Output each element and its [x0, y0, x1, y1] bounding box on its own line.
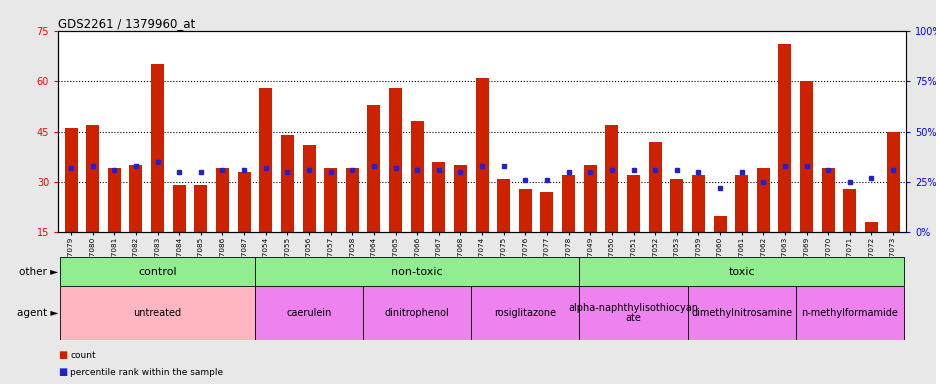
Text: control: control — [139, 266, 177, 277]
Bar — [605, 125, 618, 283]
Bar — [735, 175, 747, 283]
Bar — [453, 165, 466, 283]
Text: non-toxic: non-toxic — [391, 266, 443, 277]
Text: other ►: other ► — [19, 266, 58, 277]
Text: rosiglitazone: rosiglitazone — [494, 308, 556, 318]
Bar — [410, 121, 423, 283]
Bar — [194, 185, 207, 283]
Bar — [562, 175, 575, 283]
Bar — [540, 192, 553, 283]
Bar — [216, 169, 228, 283]
Bar — [65, 128, 78, 283]
Bar — [799, 81, 812, 283]
Bar — [151, 64, 164, 283]
Bar — [648, 142, 661, 283]
Bar — [519, 189, 532, 283]
Bar — [821, 169, 834, 283]
Bar — [172, 185, 185, 283]
Text: dimethylnitrosamine: dimethylnitrosamine — [691, 308, 792, 318]
Bar — [367, 104, 380, 283]
Text: percentile rank within the sample: percentile rank within the sample — [70, 368, 223, 377]
Bar — [687, 286, 795, 340]
Text: caerulein: caerulein — [286, 308, 331, 318]
Bar — [60, 286, 255, 340]
Bar — [471, 286, 578, 340]
Bar — [713, 215, 725, 283]
Bar — [669, 179, 682, 283]
Text: GDS2261 / 1379960_at: GDS2261 / 1379960_at — [58, 17, 195, 30]
Bar — [238, 172, 250, 283]
Bar — [756, 169, 769, 283]
Text: alpha-naphthylisothiocyan
ate: alpha-naphthylisothiocyan ate — [568, 303, 697, 323]
Bar — [281, 135, 294, 283]
Text: untreated: untreated — [134, 308, 182, 318]
Text: ■: ■ — [58, 367, 67, 377]
Bar — [864, 222, 877, 283]
Bar — [345, 169, 358, 283]
Bar — [626, 175, 639, 283]
Bar — [363, 286, 471, 340]
Bar — [60, 257, 255, 286]
Bar — [302, 145, 315, 283]
Bar — [259, 88, 272, 283]
Bar — [578, 286, 687, 340]
Bar — [691, 175, 704, 283]
Bar — [842, 189, 856, 283]
Bar — [108, 169, 121, 283]
Bar — [388, 88, 402, 283]
Text: agent ►: agent ► — [17, 308, 58, 318]
Bar — [86, 125, 99, 283]
Bar — [885, 131, 899, 283]
Bar — [255, 286, 363, 340]
Bar — [497, 179, 510, 283]
Bar — [431, 162, 445, 283]
Text: dinitrophenol: dinitrophenol — [385, 308, 449, 318]
Bar — [255, 257, 578, 286]
Text: toxic: toxic — [727, 266, 754, 277]
Bar — [795, 286, 903, 340]
Text: ■: ■ — [58, 350, 67, 360]
Bar — [324, 169, 337, 283]
Text: n-methylformamide: n-methylformamide — [800, 308, 898, 318]
Bar — [578, 257, 903, 286]
Bar — [475, 78, 488, 283]
Bar — [129, 165, 142, 283]
Bar — [778, 44, 791, 283]
Bar — [583, 165, 596, 283]
Text: count: count — [70, 351, 95, 360]
